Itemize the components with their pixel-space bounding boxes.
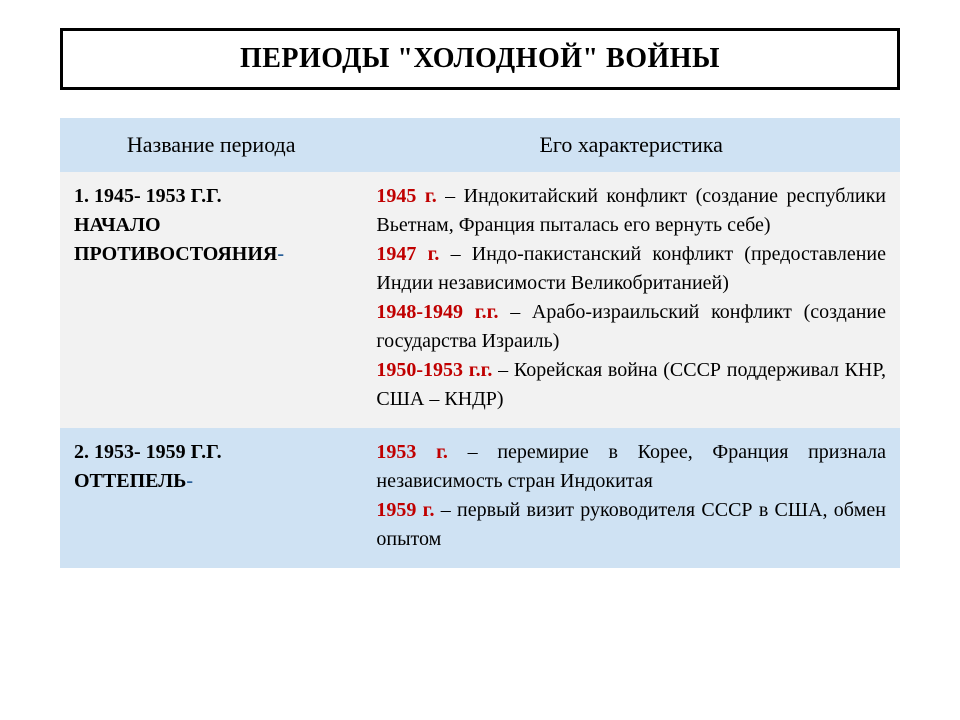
event: 1948-1949 г.г. – Арабо-израильский конфл… xyxy=(376,298,886,356)
period-dash: - xyxy=(277,243,284,265)
period-name-line: НАЧАЛО xyxy=(74,214,161,236)
period-name-cell: 2. 1953- 1959 Г.Г. ОТТЕПЕЛЬ- xyxy=(60,428,362,568)
event-text: – перемирие в Корее, Франция признала не… xyxy=(376,441,886,492)
period-name: 2. 1953- 1959 Г.Г. ОТТЕПЕЛЬ- xyxy=(74,438,348,496)
event: 1945 г. – Индокитайский конфликт (создан… xyxy=(376,182,886,240)
event-year: 1953 г. xyxy=(376,441,448,463)
period-name: 1. 1945- 1953 Г.Г. НАЧАЛО ПРОТИВОСТОЯНИЯ… xyxy=(74,182,348,269)
event: 1959 г. – первый визит руководителя СССР… xyxy=(376,496,886,554)
event-year: 1945 г. xyxy=(376,185,436,207)
event-year: 1948-1949 г.г. xyxy=(376,301,498,323)
header-name: Название периода xyxy=(60,118,362,172)
event-text: – первый визит руководителя СССР в США, … xyxy=(376,499,886,550)
table-row: 2. 1953- 1959 Г.Г. ОТТЕПЕЛЬ- 1953 г. – п… xyxy=(60,428,900,568)
slide: ПЕРИОДЫ "ХОЛОДНОЙ" ВОЙНЫ Название период… xyxy=(0,0,960,720)
header-desc: Его характеристика xyxy=(362,118,900,172)
period-name-line: ПРОТИВОСТОЯНИЯ xyxy=(74,243,277,265)
page-title: ПЕРИОДЫ "ХОЛОДНОЙ" ВОЙНЫ xyxy=(240,43,720,74)
event-text: – Индо-пакистанский конфликт (предоставл… xyxy=(376,243,886,294)
periods-table: Название периода Его характеристика 1. 1… xyxy=(60,118,900,568)
period-name-line: 1. 1945- 1953 Г.Г. xyxy=(74,185,222,207)
event-text: – Индокитайский конфликт (создание респу… xyxy=(376,185,886,236)
event-year: 1959 г. xyxy=(376,499,434,521)
period-name-line: ОТТЕПЕЛЬ xyxy=(74,470,186,492)
event-year: 1950-1953 г.г. xyxy=(376,359,492,381)
period-desc-cell: 1945 г. – Индокитайский конфликт (создан… xyxy=(362,172,900,428)
event: 1953 г. – перемирие в Корее, Франция при… xyxy=(376,438,886,496)
event: 1947 г. – Индо-пакистанский конфликт (пр… xyxy=(376,240,886,298)
title-box: ПЕРИОДЫ "ХОЛОДНОЙ" ВОЙНЫ xyxy=(60,28,900,90)
table-row: 1. 1945- 1953 Г.Г. НАЧАЛО ПРОТИВОСТОЯНИЯ… xyxy=(60,172,900,428)
period-desc-cell: 1953 г. – перемирие в Корее, Франция при… xyxy=(362,428,900,568)
period-name-line: 2. 1953- 1959 Г.Г. xyxy=(74,441,222,463)
period-dash: - xyxy=(186,470,193,492)
event: 1950-1953 г.г. – Корейская война (СССР п… xyxy=(376,356,886,414)
table-header-row: Название периода Его характеристика xyxy=(60,118,900,172)
period-name-cell: 1. 1945- 1953 Г.Г. НАЧАЛО ПРОТИВОСТОЯНИЯ… xyxy=(60,172,362,428)
event-year: 1947 г. xyxy=(376,243,439,265)
